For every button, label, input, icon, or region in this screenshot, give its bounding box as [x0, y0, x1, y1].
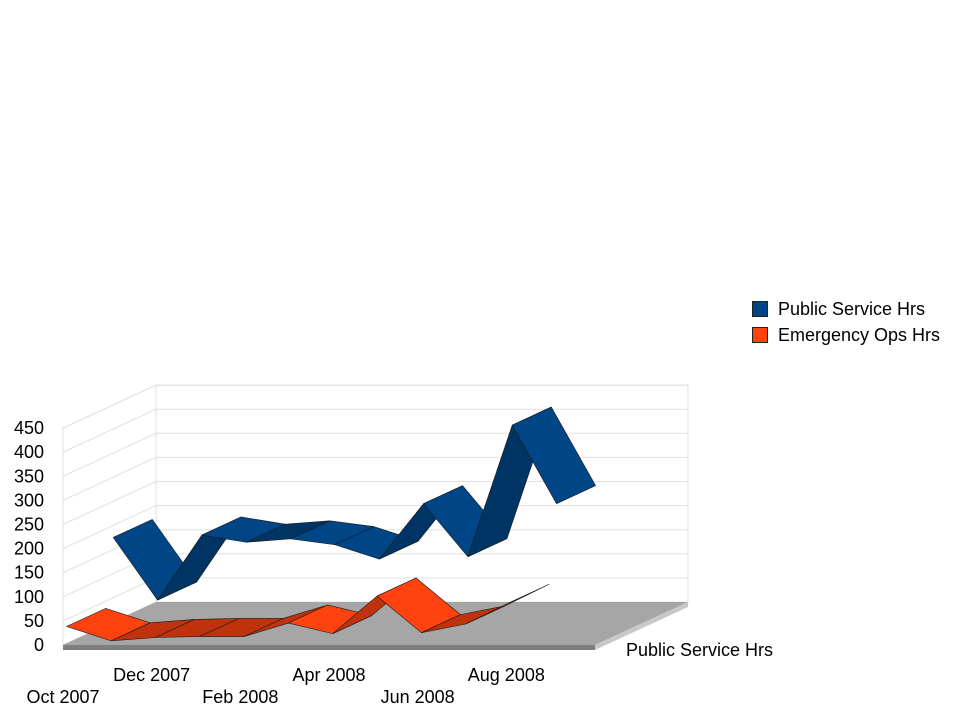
gridline-side — [62, 456, 157, 501]
x-tick-label: Oct 2007 — [26, 687, 99, 707]
side-wall — [62, 384, 157, 646]
series-0 — [112, 406, 596, 601]
legend-item-public-service: Public Service Hrs — [752, 296, 940, 322]
gridline-side — [62, 577, 157, 622]
y-tick-label: 100 — [14, 587, 44, 607]
gridline-side — [62, 481, 157, 525]
legend-swatch-public-service — [752, 301, 768, 317]
series-ribbons — [66, 406, 596, 642]
y-tick-label: 0 — [34, 635, 44, 655]
y-tick-label: 450 — [14, 418, 44, 438]
x-tick-label: Feb 2008 — [202, 687, 278, 707]
y-tick-label: 250 — [14, 515, 44, 535]
y-tick-label: 200 — [14, 539, 44, 559]
y-tick-label: 150 — [14, 563, 44, 583]
back-wall — [155, 384, 689, 603]
x-tick-label: Jun 2008 — [381, 687, 455, 707]
legend-item-emergency-ops: Emergency Ops Hrs — [752, 322, 940, 348]
floor-front — [63, 645, 595, 650]
y-tick-label: 50 — [24, 611, 44, 631]
gridline-side — [62, 432, 157, 477]
x-tick-label: Apr 2008 — [292, 665, 365, 685]
series-0-segment — [511, 406, 596, 504]
gridline-side — [62, 408, 157, 453]
gridline-side — [62, 384, 157, 429]
legend-swatch-emergency-ops — [752, 327, 768, 343]
legend-label-emergency-ops: Emergency Ops Hrs — [778, 324, 941, 345]
y-tick-label: 300 — [14, 490, 44, 510]
y-tick-label: 400 — [14, 442, 44, 462]
series-1 — [66, 577, 550, 642]
x-tick-label: Aug 2008 — [468, 665, 545, 685]
x-axis: Oct 2007 Dec 2007 Feb 2008 Apr 2008 Jun 2008… — [26, 665, 544, 707]
x-tick-label: Dec 2007 — [113, 665, 190, 685]
y-axis: 0 50 100 150 200 250 300 350 400 450 — [14, 418, 44, 655]
depth-axis-label: Public Service Hrs — [626, 640, 774, 660]
gridline-side — [62, 505, 157, 550]
series-1-segment — [465, 583, 550, 625]
floor-side — [595, 602, 688, 650]
legend: Public Service Hrs Emergency Ops Hrs — [752, 296, 940, 348]
y-tick-label: 350 — [14, 466, 44, 486]
legend-label-public-service: Public Service Hrs — [778, 298, 926, 319]
